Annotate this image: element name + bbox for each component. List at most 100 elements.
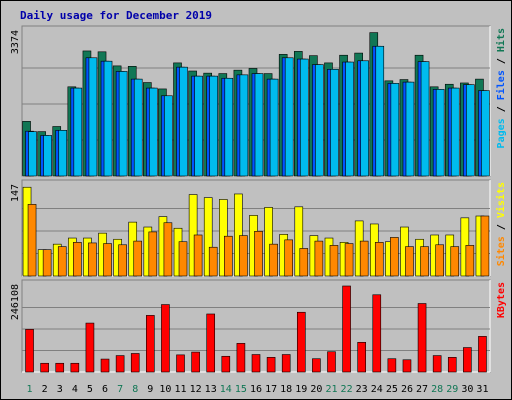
- bar-visits: [264, 207, 273, 277]
- bar-sites: [103, 243, 112, 277]
- bar-pages: [239, 74, 249, 177]
- bar-kbytes: [221, 355, 231, 373]
- bar-kbytes: [432, 355, 442, 373]
- series-label-part: Files: [495, 70, 507, 100]
- bar-sites: [254, 231, 263, 277]
- day-label: 16: [250, 384, 262, 395]
- panel-series-label: Pages / Files / Hits: [495, 28, 507, 148]
- bar-kbytes: [40, 362, 49, 373]
- panel-series-label: KBytes: [496, 282, 507, 318]
- bar-pages: [435, 89, 445, 177]
- bar-pages: [164, 95, 173, 177]
- bar-kbytes: [266, 357, 276, 373]
- bar-kbytes: [478, 336, 487, 373]
- series-label-part: /: [496, 52, 507, 70]
- bar-sites: [57, 246, 67, 277]
- panel-max-label: 246108: [10, 284, 21, 320]
- day-label: 21: [325, 384, 337, 395]
- bar-kbytes: [236, 343, 246, 373]
- bar-sites: [269, 243, 278, 277]
- bar-sites: [178, 241, 188, 277]
- bar-pages: [73, 87, 83, 177]
- bar-pages: [345, 61, 354, 177]
- bar-kbytes: [25, 329, 34, 373]
- bar-kbytes: [463, 347, 472, 373]
- bar-sites: [314, 240, 324, 277]
- day-label: 28: [431, 384, 443, 395]
- chart-title: Daily usage for December 2019: [20, 9, 212, 22]
- day-label: 2: [42, 384, 48, 395]
- bar-kbytes: [342, 285, 351, 373]
- bar-kbytes: [55, 362, 65, 373]
- bar-sites: [405, 246, 414, 277]
- bar-sites: [193, 234, 203, 277]
- bar-pages: [179, 66, 188, 177]
- bar-pages: [390, 83, 400, 177]
- day-label: 9: [147, 384, 153, 395]
- bar-sites: [148, 231, 158, 277]
- day-label: 13: [205, 384, 217, 395]
- day-label: 26: [401, 384, 413, 395]
- panel-max-label: 147: [10, 184, 21, 202]
- bar-kbytes: [161, 304, 170, 373]
- bar-kbytes: [357, 341, 366, 373]
- bar-sites: [27, 204, 37, 277]
- bar-pages: [254, 73, 264, 177]
- series-label-part: Pages: [496, 118, 507, 148]
- panel-2: 147 Sites / Visits: [10, 179, 507, 277]
- bar-pages: [58, 130, 68, 177]
- bar-kbytes: [327, 351, 336, 373]
- bar-sites: [42, 249, 52, 277]
- day-label: 25: [386, 384, 398, 395]
- bar-sites: [239, 235, 248, 277]
- bar-kbytes: [70, 362, 80, 373]
- bar-pages: [133, 78, 143, 177]
- bar-sites: [284, 239, 293, 277]
- day-label: 11: [174, 384, 186, 395]
- bar-kbytes: [130, 353, 140, 373]
- bar-pages: [103, 60, 113, 177]
- day-label: 7: [117, 384, 123, 395]
- day-label: 5: [87, 384, 93, 395]
- bar-visits: [234, 193, 243, 277]
- bar-kbytes: [115, 355, 125, 373]
- panel-3: 246108 KBytes: [10, 279, 507, 373]
- bar-pages: [224, 77, 234, 177]
- bar-sites: [465, 245, 475, 277]
- bar-pages: [209, 75, 219, 177]
- bar-pages: [481, 90, 490, 177]
- bar-kbytes: [372, 294, 382, 373]
- bar-sites: [329, 245, 339, 277]
- day-label: 29: [446, 384, 458, 395]
- bar-pages: [269, 78, 279, 177]
- bar-pages: [28, 131, 37, 177]
- day-label: 31: [476, 384, 488, 395]
- bar-pages: [284, 57, 294, 177]
- day-label: 1: [27, 384, 33, 395]
- bar-kbytes: [191, 351, 200, 373]
- bar-pages: [299, 58, 309, 177]
- bar-pages: [194, 75, 203, 177]
- chart-panels: 3374 Pages / Files / Hits 147 Sites / Visit…: [10, 25, 507, 373]
- day-label: 17: [265, 384, 277, 395]
- series-label-part: KBytes: [496, 282, 507, 318]
- day-label: 4: [72, 384, 78, 395]
- day-label: 20: [310, 384, 322, 395]
- bar-kbytes: [176, 354, 185, 373]
- bar-sites: [435, 244, 444, 277]
- bar-pages: [405, 81, 415, 177]
- bar-kbytes: [146, 315, 155, 373]
- day-label: 10: [159, 384, 171, 395]
- day-label: 3: [57, 384, 63, 395]
- bar-kbytes: [417, 303, 427, 373]
- bar-kbytes: [206, 313, 216, 373]
- bar-pages: [466, 84, 475, 177]
- series-label-part: Hits: [495, 28, 507, 52]
- series-label-part: Visits: [495, 182, 507, 218]
- bar-sites: [118, 244, 127, 277]
- bar-sites: [163, 222, 173, 277]
- day-label: 12: [190, 384, 202, 395]
- bar-kbytes: [387, 358, 397, 373]
- bar-kbytes: [281, 354, 291, 373]
